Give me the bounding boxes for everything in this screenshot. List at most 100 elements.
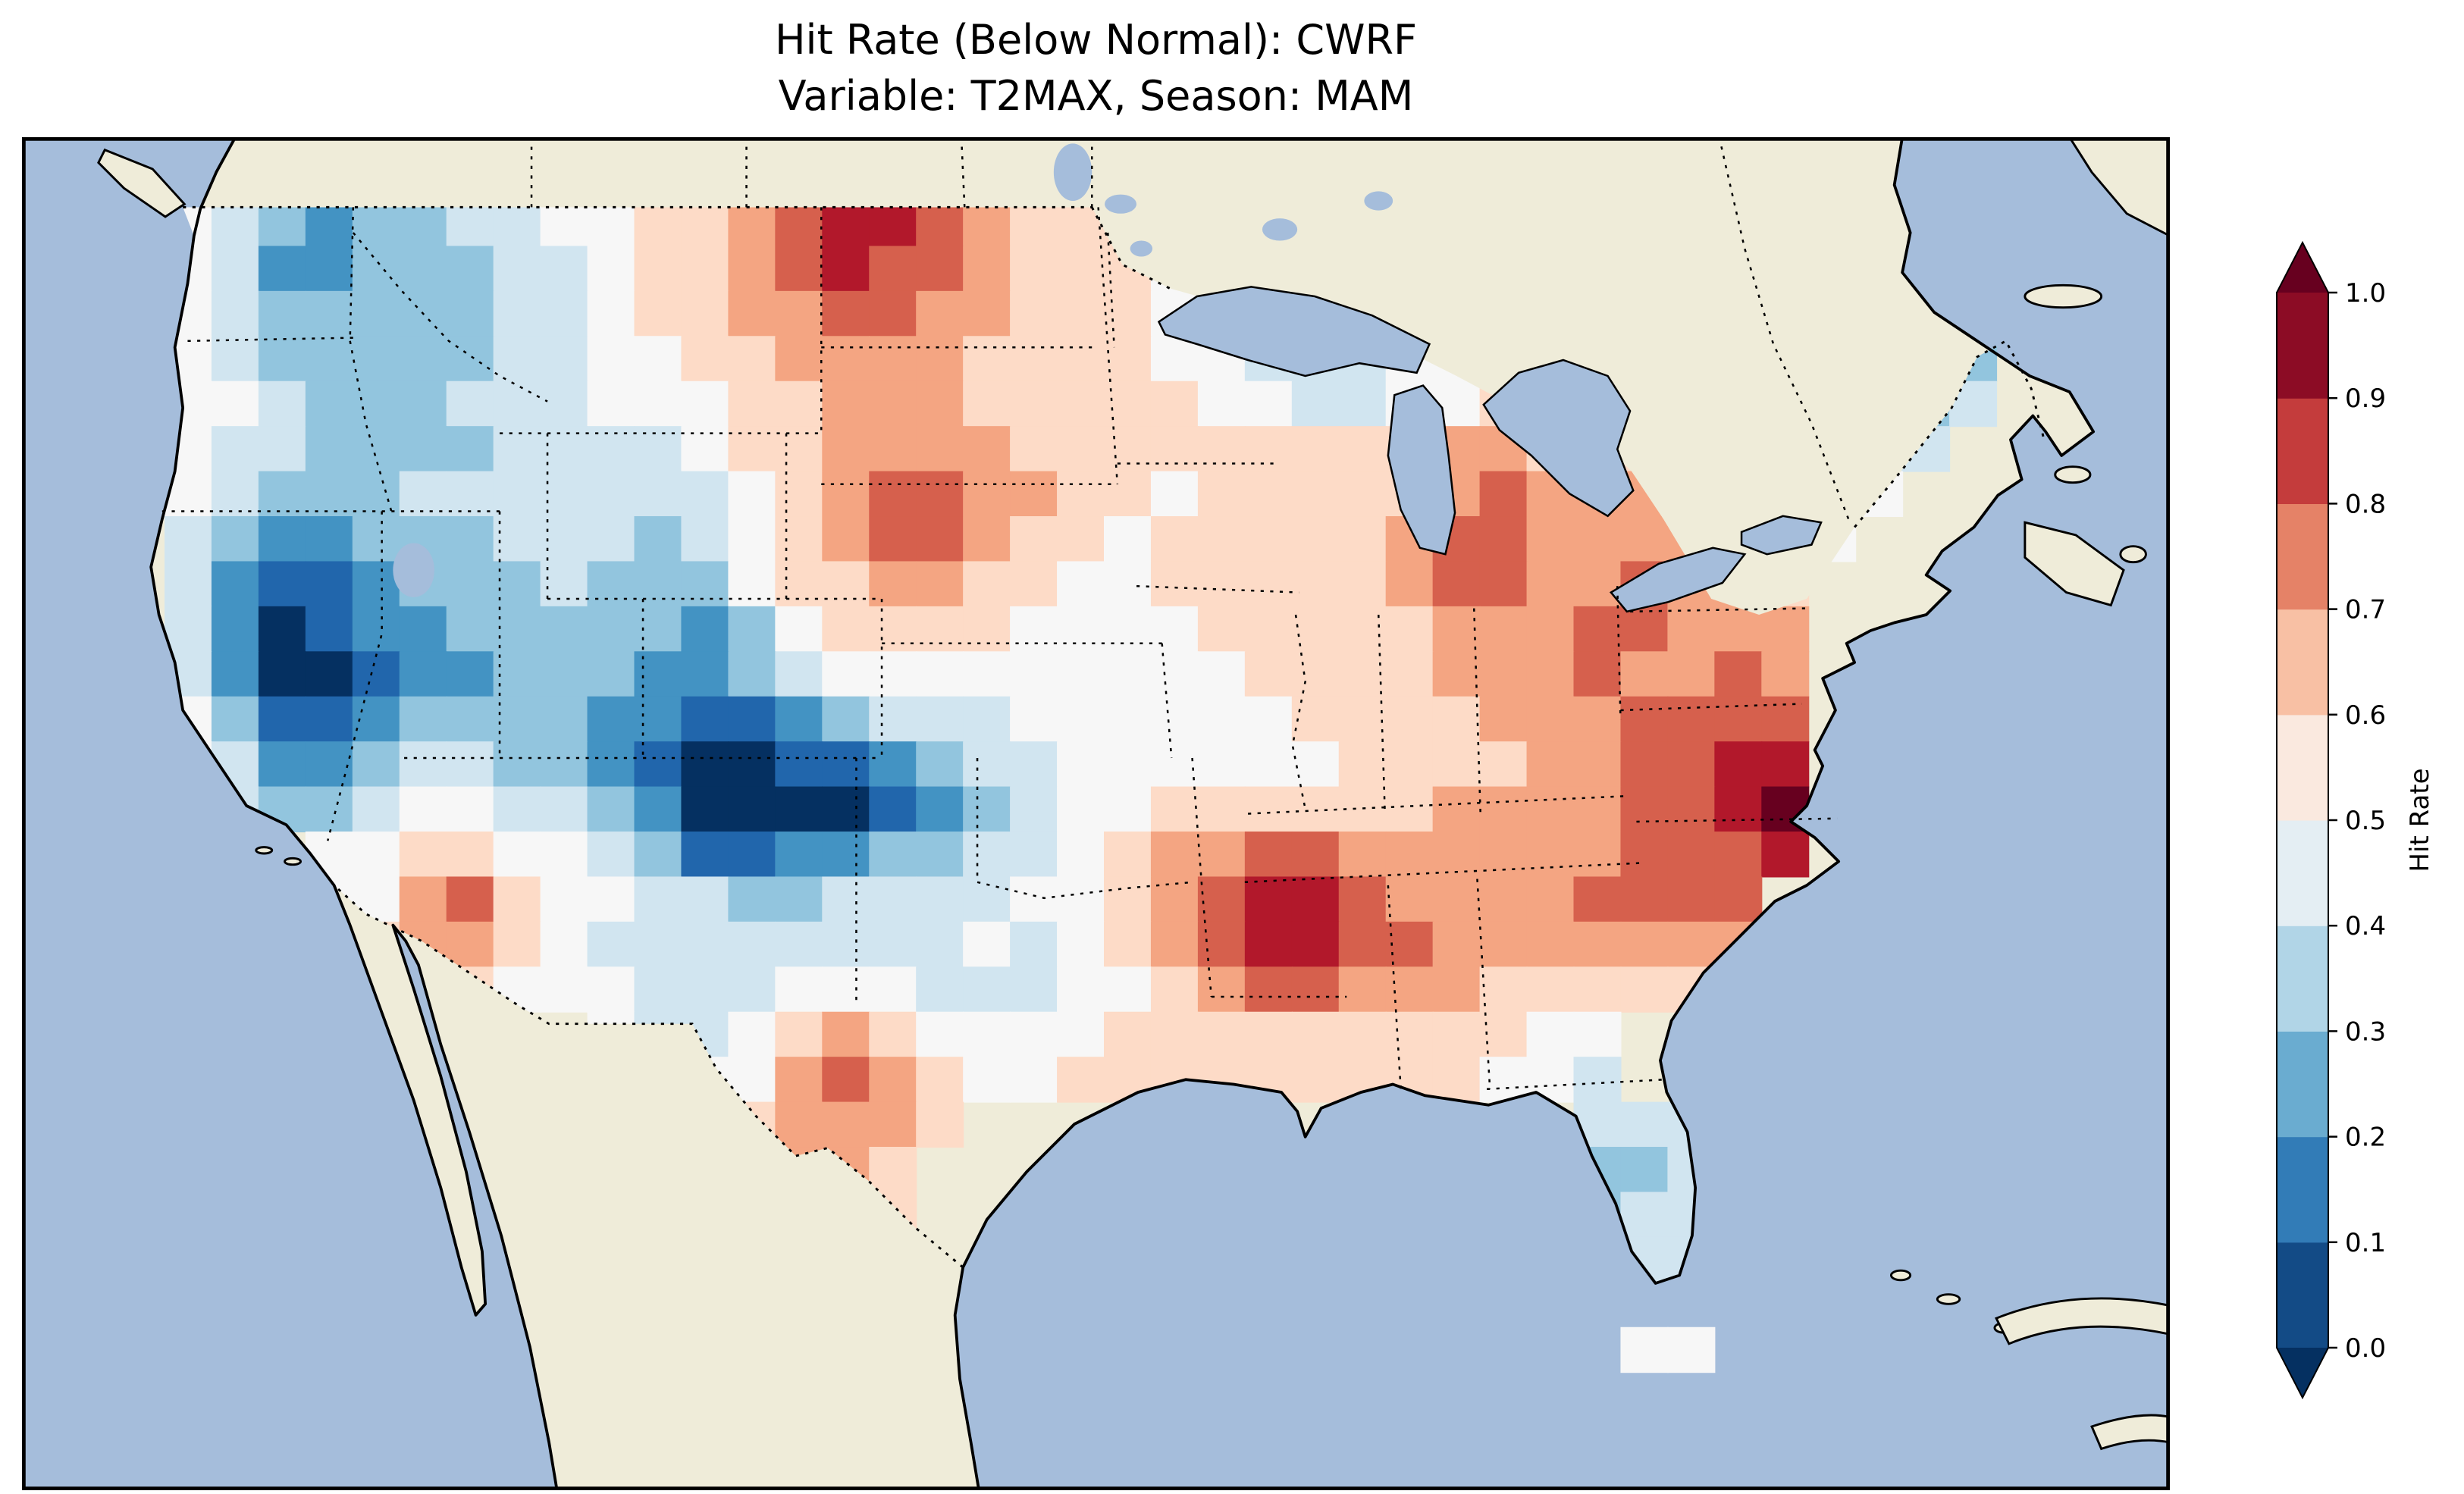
heatmap-cell bbox=[963, 1011, 1011, 1058]
heatmap-cell bbox=[258, 696, 306, 743]
heatmap-cell bbox=[1197, 876, 1246, 922]
heatmap-cell bbox=[1291, 876, 1340, 922]
heatmap-cell bbox=[1057, 651, 1105, 697]
heatmap-cell bbox=[1620, 696, 1669, 743]
heatmap-cell bbox=[634, 246, 682, 292]
heatmap-cell bbox=[869, 246, 917, 292]
heatmap-cell bbox=[822, 832, 870, 878]
heatmap-cell bbox=[728, 207, 776, 247]
heatmap-cell bbox=[493, 246, 541, 292]
heatmap-cell bbox=[1761, 606, 1810, 653]
heatmap-cell bbox=[1338, 471, 1387, 518]
heatmap-cell bbox=[775, 336, 823, 382]
heatmap-cell bbox=[1057, 471, 1105, 518]
heatmap-cell bbox=[211, 381, 259, 428]
coastline bbox=[149, 136, 2096, 1492]
heatmap-cell bbox=[681, 651, 729, 697]
heatmap-cell bbox=[1057, 606, 1105, 653]
colorbar-ticks: 0.0 0.1 0.2 0.3 0.4 0.5 0.6 0.7 0.8 0.9 1.0 bbox=[2328, 278, 2386, 1364]
heatmap-cell bbox=[1338, 832, 1387, 878]
heatmap-cell bbox=[681, 381, 729, 428]
heatmap-cell bbox=[822, 921, 870, 968]
colorbar-segment bbox=[2277, 1242, 2328, 1348]
heatmap-cell bbox=[446, 471, 494, 518]
heatmap-cell bbox=[1010, 606, 1058, 653]
heatmap-cell bbox=[305, 561, 353, 607]
heatmap-cell bbox=[681, 696, 729, 743]
heatmap-cell bbox=[1526, 651, 1575, 697]
heatmap-cell bbox=[634, 471, 682, 518]
heatmap-cell bbox=[775, 606, 823, 653]
heatmap-cell bbox=[1197, 966, 1246, 1013]
heatmap-cell bbox=[775, 921, 823, 968]
heatmap-cell bbox=[1104, 696, 1152, 743]
heatmap-cell bbox=[916, 966, 964, 1013]
small-lake bbox=[1105, 194, 1137, 214]
heatmap-cell bbox=[399, 426, 447, 472]
heatmap-cell bbox=[681, 471, 729, 518]
heatmap-cell bbox=[634, 381, 682, 428]
heatmap-cell bbox=[587, 832, 635, 878]
heatmap-cell bbox=[587, 966, 635, 1013]
lake-ontario bbox=[1740, 515, 1823, 556]
heatmap-cell bbox=[352, 832, 400, 878]
heatmap-cell bbox=[587, 207, 635, 247]
heatmap-cell bbox=[165, 516, 212, 562]
heatmap-cell bbox=[1479, 696, 1528, 743]
heatmap-cell bbox=[869, 832, 917, 878]
vancouver-island bbox=[97, 148, 187, 218]
heatmap-cell bbox=[1244, 606, 1293, 653]
colorbar-panel: 0.0 0.1 0.2 0.3 0.4 0.5 0.6 0.7 0.8 0.9 1.0 Hit Ra… bbox=[2263, 240, 2460, 1411]
heatmap-cell bbox=[1150, 516, 1199, 562]
heatmap-cell bbox=[916, 876, 964, 922]
heatmap-cell bbox=[1338, 966, 1387, 1013]
heatmap-cell bbox=[540, 651, 588, 697]
heatmap-cell bbox=[1338, 651, 1387, 697]
heatmap-cell bbox=[258, 336, 306, 382]
heatmap-cell bbox=[963, 921, 1011, 968]
heatmap-cell bbox=[1150, 606, 1199, 653]
colorbar-segment bbox=[2277, 820, 2328, 926]
heatmap-cell bbox=[916, 207, 964, 247]
heatmap-cell bbox=[1010, 1011, 1058, 1058]
heatmap-cell bbox=[1667, 696, 1716, 743]
heatmap-cell bbox=[1197, 516, 1246, 562]
heatmap-cell bbox=[1479, 1011, 1528, 1058]
heatmap-cell bbox=[1010, 921, 1058, 968]
heatmap-cell bbox=[681, 246, 729, 292]
heatmap-cell bbox=[1104, 381, 1152, 428]
heatmap-cell bbox=[352, 606, 400, 653]
heatmap-cell bbox=[1244, 516, 1293, 562]
heatmap-cell bbox=[1526, 1011, 1575, 1058]
heatmap-cell bbox=[1057, 876, 1105, 922]
heatmap-cell bbox=[1010, 832, 1058, 878]
heatmap-cell bbox=[1010, 207, 1058, 247]
heatmap-cell bbox=[1432, 1057, 1481, 1103]
colorbar-tick-label: 0.5 bbox=[2345, 806, 2386, 836]
heatmap-cell bbox=[916, 696, 964, 743]
heatmap-cell bbox=[1385, 561, 1434, 607]
heatmap-cell bbox=[1010, 246, 1058, 292]
heatmap-cell bbox=[634, 786, 682, 833]
heatmap-cell bbox=[446, 696, 494, 743]
heatmap-cell bbox=[540, 741, 588, 788]
heatmap-cell bbox=[1244, 876, 1293, 922]
heatmap-cell bbox=[869, 561, 917, 607]
heatmap-cell bbox=[1197, 832, 1246, 878]
heatmap-cell bbox=[446, 207, 494, 247]
heatmap-cell bbox=[963, 651, 1011, 697]
heatmap-cell bbox=[1620, 921, 1669, 968]
heatmap-cell bbox=[211, 606, 259, 653]
heatmap-cell bbox=[587, 246, 635, 292]
heatmap-cell bbox=[1291, 966, 1340, 1013]
colorbar-body bbox=[2276, 240, 2329, 1400]
heatmap-cell bbox=[916, 786, 964, 833]
heatmap-cell bbox=[1057, 246, 1105, 292]
heatmap-cell bbox=[869, 651, 917, 697]
heatmap-cell bbox=[1244, 921, 1293, 968]
heatmap-cell bbox=[634, 516, 682, 562]
heatmap-cell bbox=[258, 741, 306, 788]
anticosti-island bbox=[2024, 283, 2103, 309]
heatmap-cell bbox=[1526, 696, 1575, 743]
heatmap-cell bbox=[1573, 741, 1622, 788]
